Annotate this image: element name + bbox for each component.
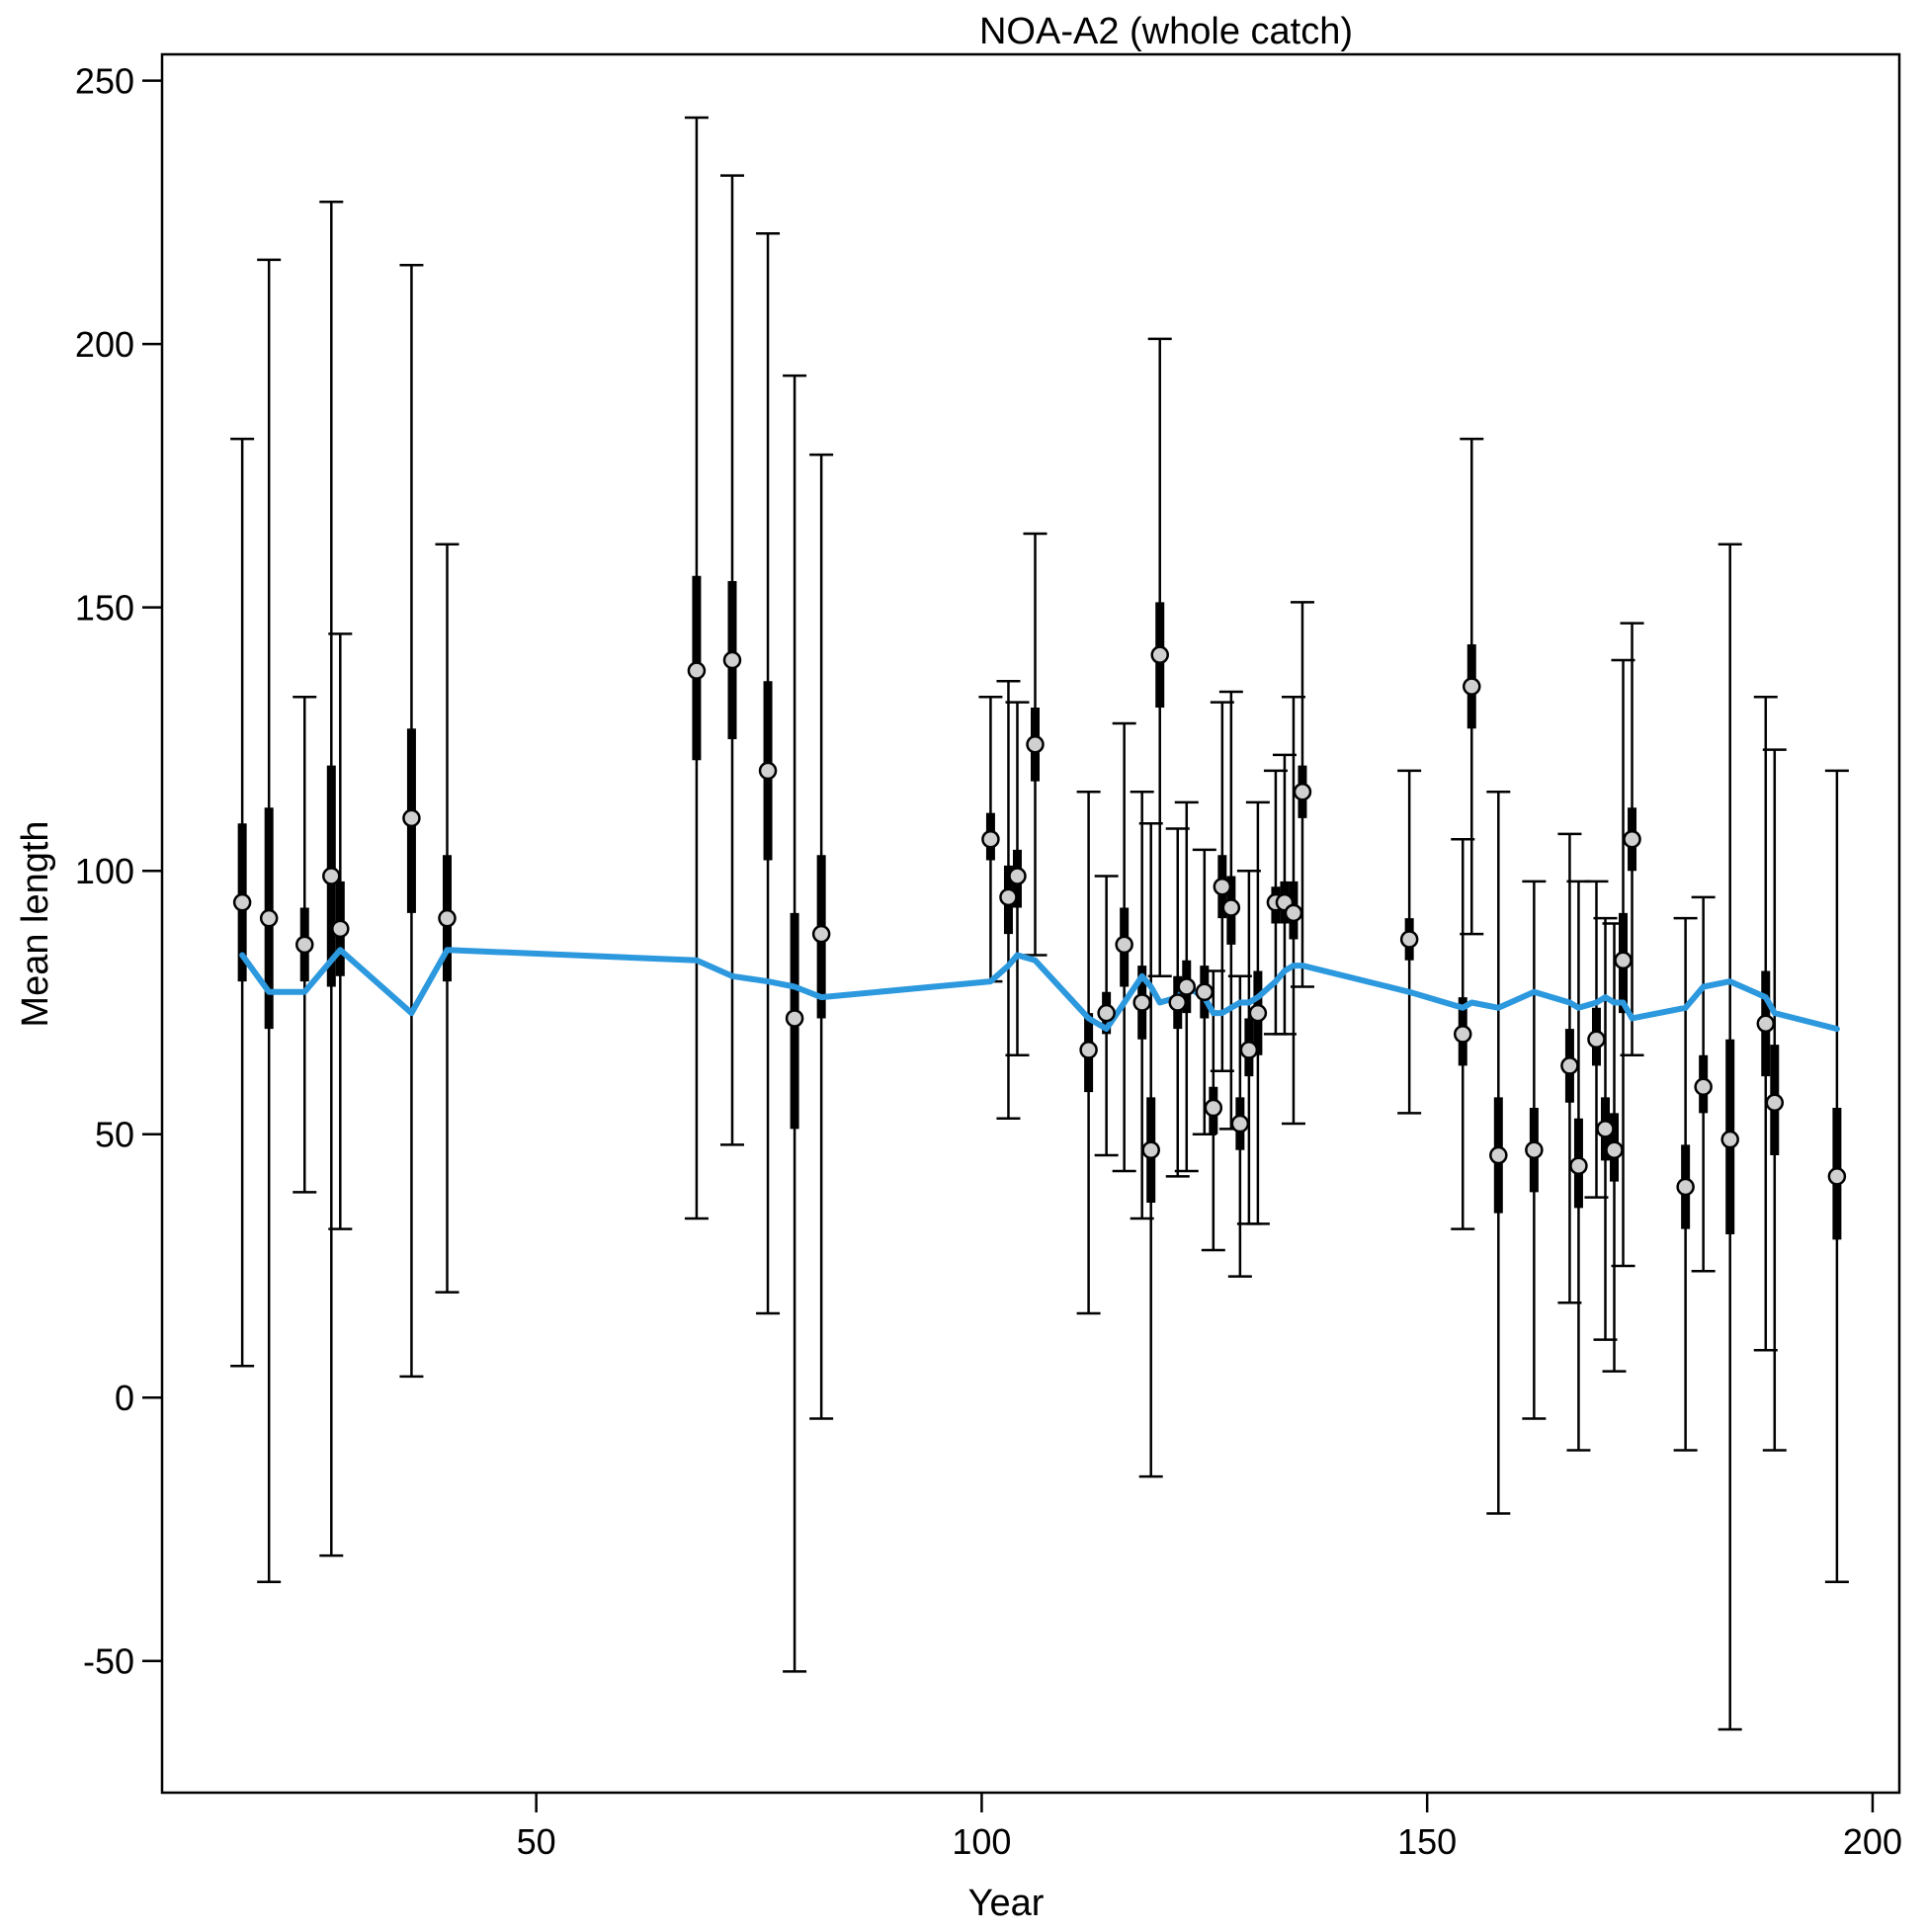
data-point — [1596, 1120, 1615, 1138]
data-point — [1026, 735, 1045, 754]
x-tick-label: 150 — [1397, 1821, 1457, 1862]
data-point — [758, 761, 778, 781]
data-point — [1756, 1014, 1776, 1034]
data-point — [1489, 1145, 1508, 1165]
data-point — [1168, 993, 1188, 1012]
y-tick-label: 0 — [115, 1378, 134, 1418]
data-point — [1623, 829, 1641, 849]
data-point — [1676, 1177, 1695, 1197]
data-point — [1230, 1114, 1250, 1134]
y-tick-label: 200 — [75, 324, 134, 365]
y-tick-label: 100 — [75, 851, 134, 891]
data-point — [1248, 1003, 1268, 1023]
data-point — [1150, 645, 1169, 664]
data-point — [1008, 867, 1027, 885]
y-axis: -50 0 50 100 150 200 250 — [75, 61, 162, 1682]
data-point — [1614, 951, 1633, 970]
data-point — [1605, 1140, 1624, 1159]
data-point — [1097, 1003, 1116, 1023]
data-point — [1115, 935, 1133, 955]
data-point — [402, 808, 421, 828]
data-point — [1284, 903, 1303, 923]
data-point — [1204, 1098, 1223, 1118]
data-point — [1720, 1130, 1739, 1149]
data-point — [1453, 1025, 1472, 1044]
x-tick-label: 100 — [952, 1821, 1011, 1862]
data-point — [1569, 1156, 1588, 1175]
data-point — [1587, 1030, 1606, 1050]
x-tick-label: 200 — [1843, 1821, 1902, 1862]
data-point — [438, 908, 457, 928]
data-point — [785, 1009, 804, 1028]
y-tick-label: 150 — [75, 588, 134, 629]
data-point — [999, 887, 1018, 907]
data-point — [1765, 1093, 1785, 1112]
data-point — [331, 919, 350, 939]
data-point — [1694, 1077, 1713, 1096]
data-point — [1525, 1140, 1544, 1159]
data-point — [1221, 898, 1241, 917]
data-point — [1827, 1167, 1847, 1186]
data-point — [294, 935, 314, 955]
data-point — [1079, 1041, 1098, 1059]
data-point — [1463, 677, 1481, 696]
data-point — [1560, 1056, 1579, 1075]
data-layer — [230, 116, 1849, 1731]
data-points — [232, 645, 1847, 1197]
x-axis: 50 100 150 200 — [517, 1793, 1902, 1862]
data-point — [1177, 977, 1197, 996]
fit-line — [239, 947, 1840, 1033]
data-point — [1195, 982, 1215, 1002]
data-point — [1293, 782, 1312, 801]
x-tick-label: 50 — [517, 1821, 556, 1862]
data-point — [981, 829, 1000, 849]
data-point — [811, 924, 831, 944]
data-point — [232, 892, 252, 912]
x-axis-title: Year — [968, 1883, 1045, 1924]
data-point — [1213, 877, 1232, 896]
data-point — [259, 908, 279, 928]
y-tick-label: -50 — [83, 1641, 134, 1682]
y-tick-label: 50 — [95, 1115, 134, 1155]
data-point — [722, 650, 742, 670]
data-point — [322, 867, 341, 885]
data-point — [1239, 1041, 1259, 1059]
data-point — [687, 661, 707, 680]
data-point — [1141, 1140, 1160, 1159]
y-axis-title: Mean length — [15, 820, 56, 1027]
y-tick-label: 250 — [75, 61, 134, 102]
data-point — [1132, 993, 1151, 1012]
data-point — [1399, 930, 1419, 949]
plot-frame — [160, 52, 1901, 1795]
chart-title: NOA-A2 (whole catch) — [979, 11, 1353, 52]
